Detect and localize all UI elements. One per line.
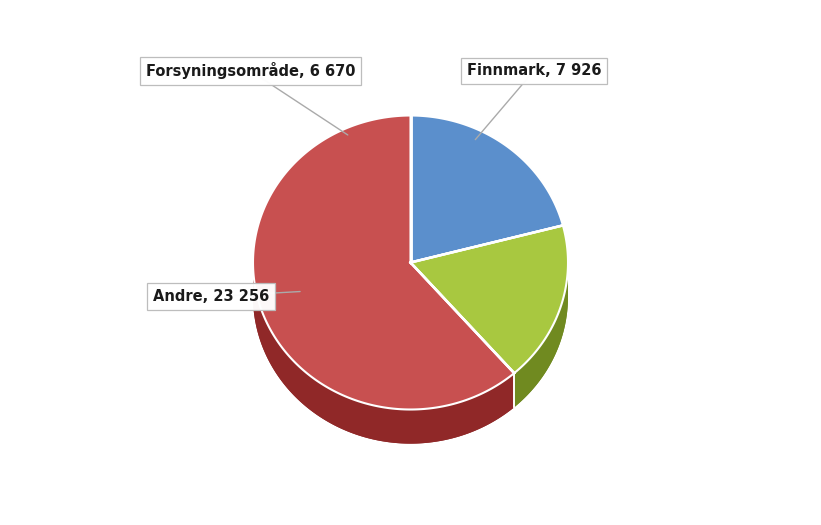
Text: Forsyningsområde, 6 670: Forsyningsområde, 6 670 bbox=[145, 62, 355, 79]
Text: Finnmark, 7 926: Finnmark, 7 926 bbox=[466, 64, 601, 78]
Polygon shape bbox=[410, 259, 568, 407]
Polygon shape bbox=[514, 261, 568, 407]
Polygon shape bbox=[410, 116, 563, 262]
Polygon shape bbox=[410, 150, 563, 297]
Polygon shape bbox=[253, 116, 514, 410]
Polygon shape bbox=[410, 225, 568, 373]
Polygon shape bbox=[253, 263, 514, 444]
Polygon shape bbox=[410, 262, 514, 407]
Polygon shape bbox=[253, 150, 514, 444]
Polygon shape bbox=[410, 262, 514, 407]
Text: Andre, 23 256: Andre, 23 256 bbox=[153, 289, 269, 304]
